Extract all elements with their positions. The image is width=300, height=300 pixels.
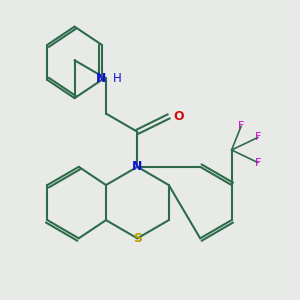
Text: O: O: [173, 110, 184, 123]
Text: N: N: [96, 72, 106, 85]
Text: S: S: [133, 232, 142, 245]
Text: N: N: [132, 160, 142, 173]
Text: F: F: [238, 121, 244, 131]
Text: F: F: [255, 158, 261, 168]
Text: F: F: [255, 132, 261, 142]
Text: H: H: [113, 72, 122, 85]
